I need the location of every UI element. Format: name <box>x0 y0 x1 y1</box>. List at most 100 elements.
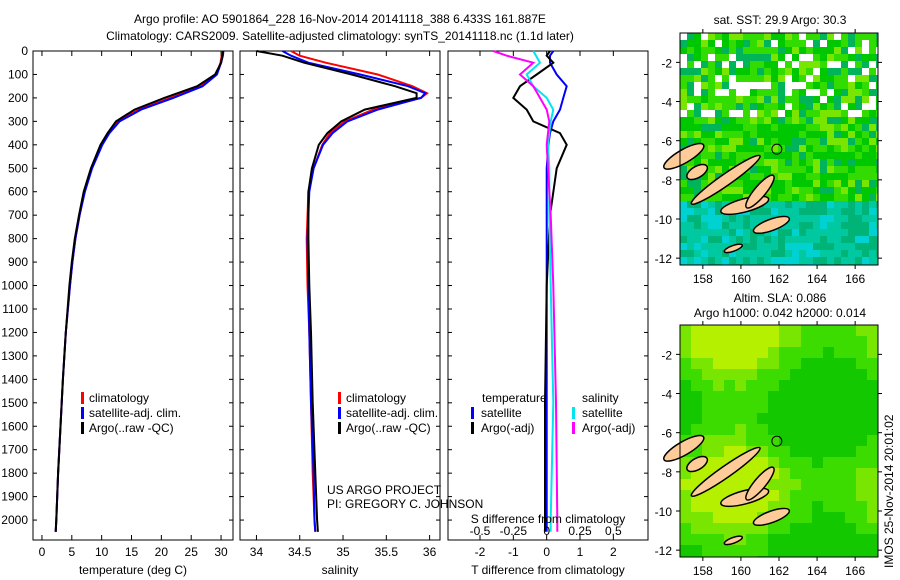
map-cell <box>827 82 834 89</box>
map-cell <box>841 110 848 117</box>
map-cell <box>785 61 792 68</box>
map-cell <box>746 523 757 534</box>
map-cell <box>848 208 855 215</box>
map-cell <box>845 369 856 380</box>
map-cell <box>708 194 715 201</box>
map-cell <box>855 236 862 243</box>
map-cell <box>771 117 778 124</box>
map-cell <box>743 187 750 194</box>
map-cell <box>813 75 820 82</box>
map-cell <box>806 82 813 89</box>
map-cell <box>813 54 820 61</box>
map-cell <box>722 166 729 173</box>
map-cell <box>764 145 771 152</box>
map-cell <box>856 325 867 336</box>
map-cell <box>801 424 812 435</box>
map-cell <box>867 534 878 545</box>
map-cell <box>827 180 834 187</box>
map-cell <box>778 194 785 201</box>
map-cell <box>806 33 813 40</box>
legend-label: Argo(..raw -QC) <box>89 421 174 435</box>
map-cell <box>834 512 845 523</box>
map-cell <box>771 40 778 47</box>
map-cell <box>799 215 806 222</box>
map-cell <box>841 166 848 173</box>
map-cell <box>841 33 848 40</box>
map-cell <box>799 152 806 159</box>
map-cell <box>799 33 806 40</box>
map-cell <box>855 131 862 138</box>
map-cell <box>779 413 790 424</box>
map-cell <box>820 117 827 124</box>
map-cell <box>862 222 869 229</box>
map-cell <box>708 145 715 152</box>
map-cell <box>708 103 715 110</box>
legend-label: climatology <box>346 391 406 405</box>
map-cell <box>736 138 743 145</box>
map-cell <box>715 173 722 180</box>
map-cell <box>743 110 750 117</box>
map-cell <box>848 152 855 159</box>
map-cell <box>876 33 878 40</box>
map-cell <box>702 336 713 347</box>
map-cell <box>801 534 812 545</box>
map-cell <box>799 222 806 229</box>
map-cell <box>855 124 862 131</box>
map-cell <box>736 229 743 236</box>
map-cell <box>743 124 750 131</box>
map-cell <box>834 229 841 236</box>
map-cell <box>812 490 823 501</box>
map-cell <box>869 33 876 40</box>
map-cell <box>680 413 691 424</box>
map-cell <box>729 96 736 103</box>
map-cell <box>736 96 743 103</box>
map-cell <box>876 208 878 215</box>
map-cell <box>757 47 764 54</box>
map-cell <box>813 236 820 243</box>
map-cell <box>687 187 694 194</box>
map-cell <box>820 33 827 40</box>
map-cell <box>790 435 801 446</box>
map-cell <box>757 208 764 215</box>
map-cell <box>708 82 715 89</box>
map-cell <box>827 54 834 61</box>
map-cell <box>722 131 729 138</box>
map-cell <box>736 180 743 187</box>
map-cell <box>750 54 757 61</box>
island-landmass <box>752 507 791 527</box>
map-cell <box>792 243 799 250</box>
map-cell <box>855 89 862 96</box>
map-cell <box>862 89 869 96</box>
map-cell <box>813 82 820 89</box>
map-cell <box>862 250 869 257</box>
map-cell <box>729 215 736 222</box>
lon-tick-label: 166 <box>845 272 865 286</box>
map-cell <box>862 166 869 173</box>
map-cell <box>834 117 841 124</box>
map-cell <box>813 61 820 68</box>
x-axis-label: T difference from climatology <box>471 563 625 577</box>
map-cell <box>702 424 713 435</box>
map-cell <box>724 325 735 336</box>
map-cell <box>715 229 722 236</box>
map-cell <box>862 124 869 131</box>
map-cell <box>827 243 834 250</box>
map-cell <box>806 243 813 250</box>
map-cell <box>845 347 856 358</box>
map-cell <box>848 68 855 75</box>
map-cell <box>869 82 876 89</box>
lon-tick-label: 158 <box>693 272 713 286</box>
map-cell <box>778 201 785 208</box>
map-cell <box>869 194 876 201</box>
map-cell <box>820 159 827 166</box>
map-cell <box>715 96 722 103</box>
map-cell <box>848 243 855 250</box>
map-cell <box>792 236 799 243</box>
map-cell <box>722 82 729 89</box>
map-cell <box>687 54 694 61</box>
map-cell <box>715 124 722 131</box>
map-cell <box>757 96 764 103</box>
map-cell <box>823 490 834 501</box>
lat-tick-label: -4 <box>661 388 672 402</box>
map-cell <box>867 325 878 336</box>
